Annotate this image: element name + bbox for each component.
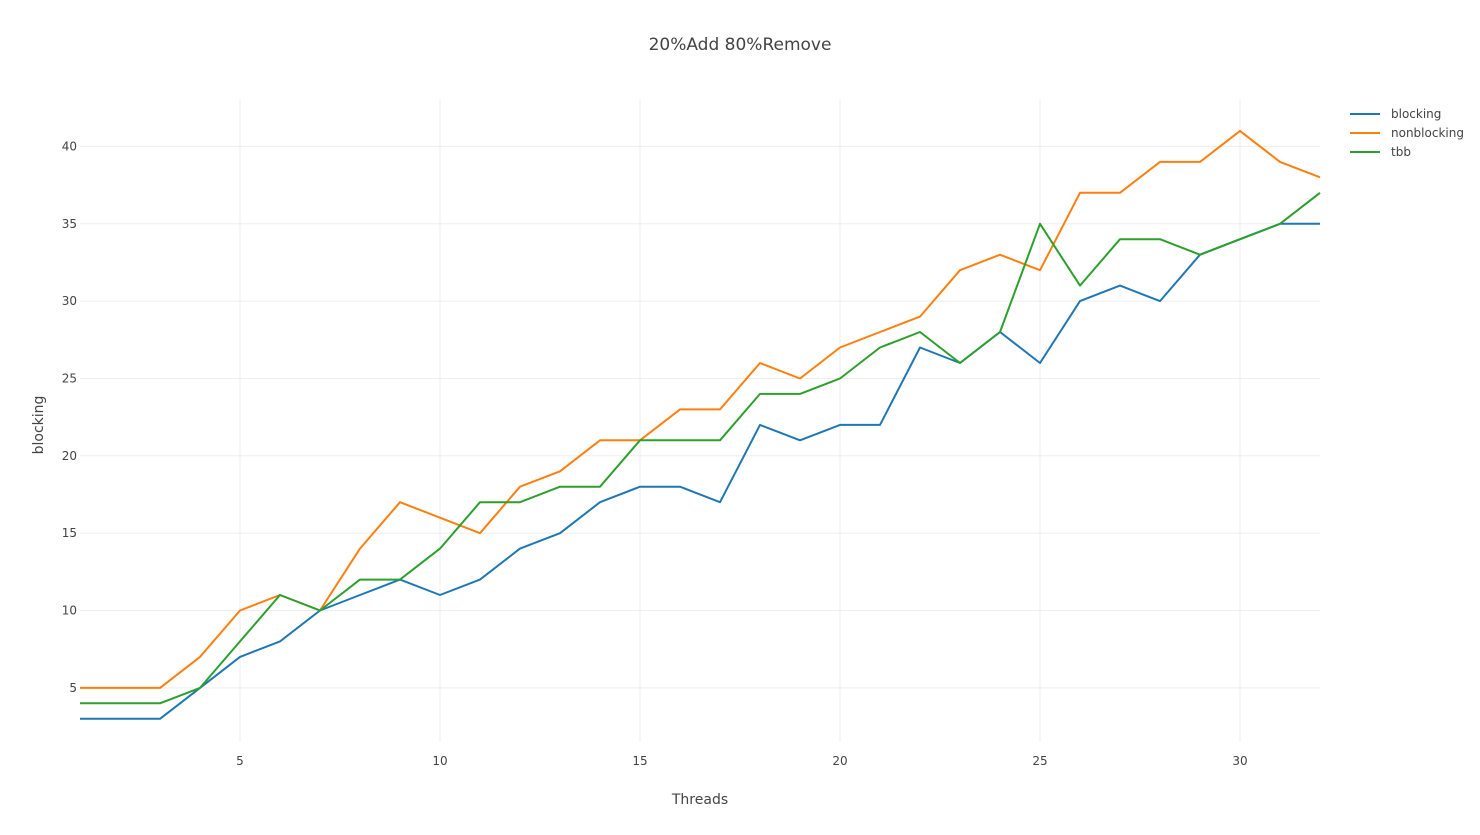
x-axis-label: Threads	[671, 792, 728, 808]
x-tick-label: 10	[432, 754, 447, 768]
y-tick-label: 5	[69, 681, 77, 695]
chart-title: 20%Add 80%Remove	[649, 35, 832, 55]
series-line-nonblocking	[80, 129, 1321, 689]
x-tick-label: 20	[832, 754, 847, 768]
series-layer	[80, 129, 1321, 720]
series-line-tbb	[80, 192, 1321, 705]
y-tick-label: 35	[62, 217, 77, 231]
grid-layer	[80, 100, 1320, 742]
legend-label-tbb: tbb	[1391, 145, 1411, 159]
y-axis-label: blocking	[31, 396, 47, 455]
legend: blocking nonblocking tbb	[1350, 107, 1464, 159]
y-tick-label: 25	[62, 371, 77, 385]
y-tick-label: 40	[62, 139, 77, 153]
y-tick-label: 30	[62, 294, 77, 308]
x-tick-label: 5	[236, 754, 244, 768]
x-tick-label: 25	[1032, 754, 1047, 768]
y-tick-label: 20	[62, 449, 77, 463]
x-tick-label: 30	[1232, 754, 1247, 768]
x-tick-label: 15	[632, 754, 647, 768]
series-line-blocking	[80, 222, 1320, 720]
y-tick-label: 15	[62, 526, 77, 540]
y-tick-label: 10	[62, 604, 77, 618]
tick-layer: 5 10 15 20 25 30 5 10 15 20 25 30 35 40	[62, 139, 1248, 768]
legend-label-nonblocking: nonblocking	[1391, 126, 1464, 140]
legend-label-blocking: blocking	[1391, 107, 1441, 121]
